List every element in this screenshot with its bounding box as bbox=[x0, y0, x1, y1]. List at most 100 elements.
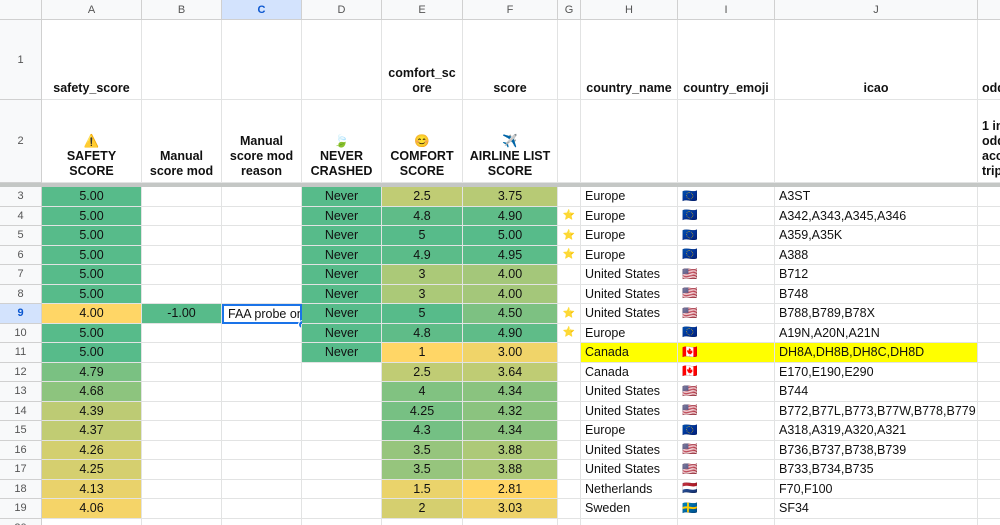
cell[interactable]: 4.50 bbox=[463, 304, 558, 324]
row-header[interactable]: 20 bbox=[0, 518, 42, 525]
cell[interactable]: A388 bbox=[775, 245, 978, 265]
cell[interactable] bbox=[978, 187, 1000, 207]
cell[interactable] bbox=[142, 226, 222, 246]
cell[interactable]: 4.26 bbox=[42, 440, 142, 460]
cell[interactable]: 5.00 bbox=[42, 265, 142, 285]
cell[interactable]: ⭐ bbox=[558, 245, 581, 265]
cell[interactable] bbox=[302, 499, 382, 519]
cell[interactable]: 4.39 bbox=[42, 401, 142, 421]
cell[interactable]: United States bbox=[581, 382, 678, 402]
cell[interactable]: Europe bbox=[581, 245, 678, 265]
cell[interactable]: 🇸🇪 bbox=[678, 499, 775, 519]
cell[interactable] bbox=[558, 284, 581, 304]
cell[interactable]: Europe bbox=[581, 421, 678, 441]
cell[interactable] bbox=[978, 265, 1000, 285]
cell[interactable]: United States bbox=[581, 265, 678, 285]
cell[interactable]: 3.00 bbox=[463, 343, 558, 363]
cell[interactable]: 4.06 bbox=[42, 499, 142, 519]
header-cell[interactable] bbox=[142, 20, 222, 100]
cell[interactable]: Never bbox=[302, 206, 382, 226]
cell[interactable] bbox=[978, 441, 1000, 460]
cell[interactable]: Never bbox=[302, 245, 382, 265]
cell[interactable]: 4.37 bbox=[42, 421, 142, 441]
header-cell[interactable]: 😊 COMFORT SCORE bbox=[382, 100, 463, 183]
cell[interactable]: 4.9 bbox=[382, 245, 463, 265]
cell[interactable]: 4.95 bbox=[463, 245, 558, 265]
cell[interactable]: 🇪🇺 bbox=[678, 245, 775, 265]
cell[interactable] bbox=[142, 265, 222, 285]
column-header[interactable]: J bbox=[775, 0, 978, 20]
cell[interactable] bbox=[302, 518, 382, 525]
cell[interactable]: 2.5 bbox=[382, 187, 463, 207]
cell[interactable]: 4.13 bbox=[42, 479, 142, 499]
header-cell[interactable]: country_name bbox=[581, 20, 678, 100]
cell[interactable]: 4.00 bbox=[463, 284, 558, 304]
cell[interactable]: ⭐ bbox=[558, 226, 581, 246]
cell[interactable]: 🇪🇺 bbox=[678, 206, 775, 226]
cell[interactable]: 🇺🇸 bbox=[678, 265, 775, 285]
cell[interactable]: 4.25 bbox=[42, 460, 142, 480]
header-cell[interactable] bbox=[581, 100, 678, 183]
header-cell[interactable]: safety_score bbox=[42, 20, 142, 100]
cell[interactable]: SF34 bbox=[775, 499, 978, 519]
header-cell[interactable]: ⚠️ SAFETY SCORE bbox=[42, 100, 142, 183]
cell[interactable]: 3.75 bbox=[463, 187, 558, 207]
cell[interactable]: Europe bbox=[581, 187, 678, 207]
cell[interactable] bbox=[678, 518, 775, 525]
cell[interactable]: 1 bbox=[382, 343, 463, 363]
header-cell[interactable]: score bbox=[463, 20, 558, 100]
row-header[interactable]: 6 bbox=[0, 245, 42, 265]
row-header[interactable]: 2 bbox=[0, 100, 42, 183]
cell[interactable] bbox=[142, 245, 222, 265]
cell[interactable]: 🇺🇸 bbox=[678, 401, 775, 421]
cell[interactable]: Sweden bbox=[581, 499, 678, 519]
cell[interactable]: Never bbox=[302, 284, 382, 304]
cell[interactable]: A318,A319,A320,A321 bbox=[775, 421, 978, 441]
cell[interactable]: B712 bbox=[775, 265, 978, 285]
header-cell[interactable]: 1 in odd acc trip bbox=[978, 100, 1000, 183]
cell[interactable]: 1.5 bbox=[382, 479, 463, 499]
cell[interactable]: B748 bbox=[775, 284, 978, 304]
column-header[interactable]: H bbox=[581, 0, 678, 20]
cell[interactable]: 4.25 bbox=[382, 401, 463, 421]
cell[interactable] bbox=[978, 519, 1000, 525]
row-header[interactable]: 11 bbox=[0, 343, 42, 363]
cell[interactable] bbox=[142, 401, 222, 421]
cell[interactable]: 5.00 bbox=[42, 187, 142, 207]
header-cell[interactable]: odd bbox=[978, 20, 1000, 100]
cell[interactable] bbox=[978, 421, 1000, 441]
row-header[interactable]: 13 bbox=[0, 382, 42, 402]
cell[interactable]: ⭐ bbox=[558, 323, 581, 343]
cell[interactable]: 5 bbox=[382, 304, 463, 324]
cell[interactable]: 4.00 bbox=[42, 304, 142, 324]
cell[interactable]: A342,A343,A345,A346 bbox=[775, 206, 978, 226]
cell[interactable] bbox=[142, 187, 222, 207]
cell[interactable]: A3ST bbox=[775, 187, 978, 207]
cell[interactable] bbox=[978, 226, 1000, 246]
header-cell[interactable] bbox=[302, 20, 382, 100]
row-header[interactable]: 19 bbox=[0, 499, 42, 519]
cell[interactable]: 5.00 bbox=[463, 226, 558, 246]
cell[interactable]: 🇺🇸 bbox=[678, 460, 775, 480]
cell[interactable] bbox=[558, 479, 581, 499]
cell[interactable] bbox=[222, 226, 302, 246]
cell[interactable] bbox=[142, 323, 222, 343]
row-header[interactable]: 8 bbox=[0, 284, 42, 304]
cell[interactable]: Canada bbox=[581, 362, 678, 382]
column-header[interactable]: D bbox=[302, 0, 382, 20]
cell[interactable] bbox=[42, 518, 142, 525]
cell[interactable] bbox=[302, 401, 382, 421]
row-header[interactable]: 5 bbox=[0, 226, 42, 246]
cell[interactable] bbox=[558, 343, 581, 363]
cell[interactable]: 5.00 bbox=[42, 323, 142, 343]
cell[interactable]: 4.32 bbox=[463, 401, 558, 421]
header-cell[interactable] bbox=[678, 100, 775, 183]
row-header[interactable]: 3 bbox=[0, 187, 42, 207]
cell[interactable] bbox=[222, 245, 302, 265]
cell[interactable]: 🇺🇸 bbox=[678, 382, 775, 402]
cell[interactable] bbox=[558, 460, 581, 480]
cell[interactable]: Never bbox=[302, 265, 382, 285]
column-header[interactable]: B bbox=[142, 0, 222, 20]
cell[interactable] bbox=[302, 362, 382, 382]
cell[interactable] bbox=[558, 401, 581, 421]
